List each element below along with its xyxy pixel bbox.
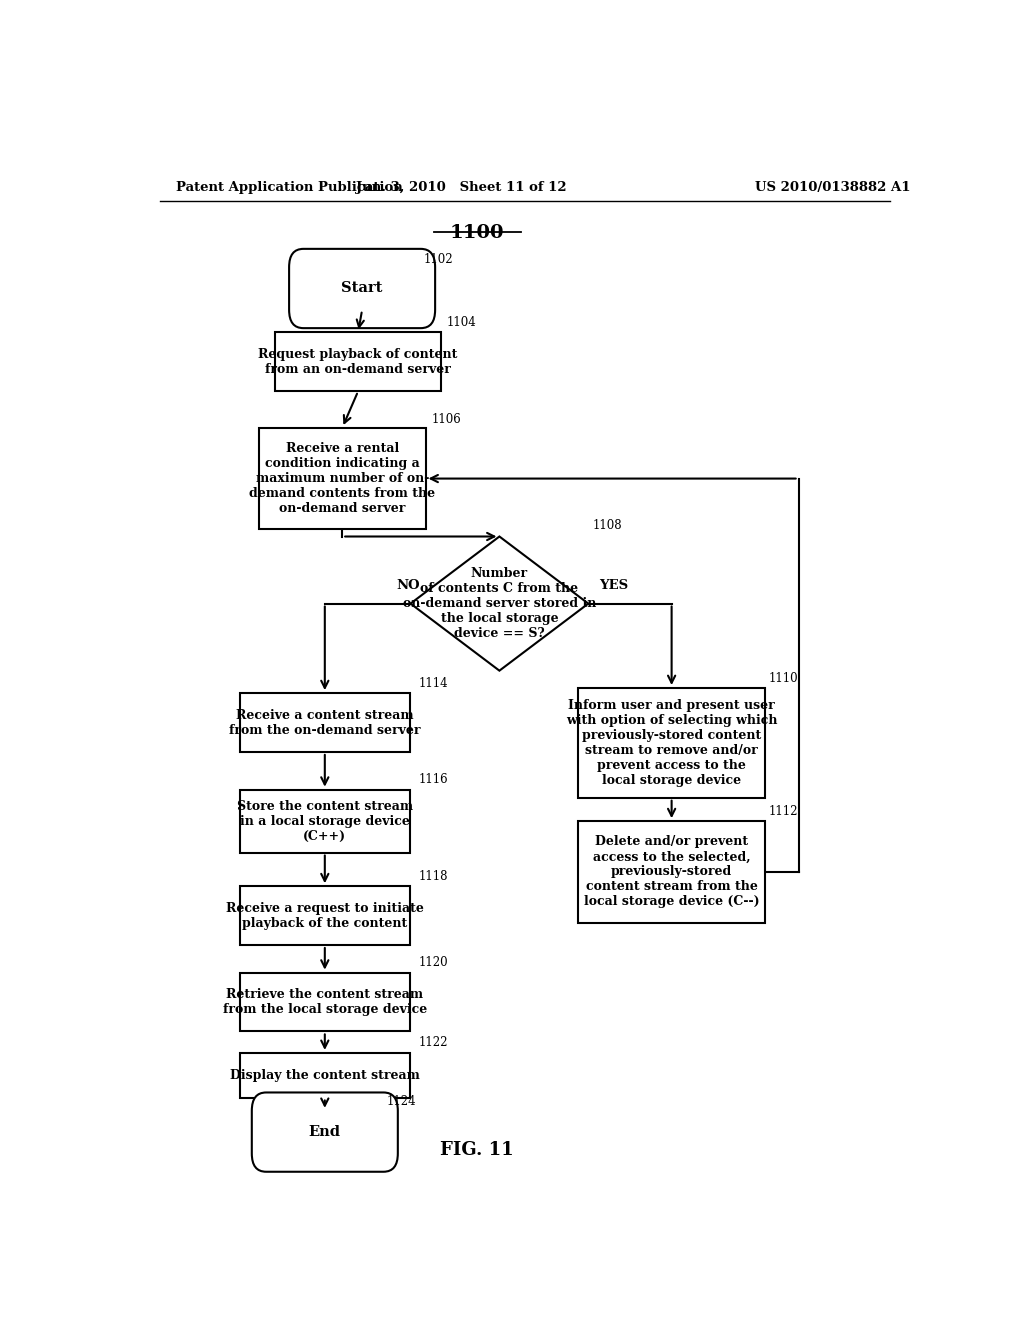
- Text: 1100: 1100: [450, 224, 505, 243]
- Text: 1108: 1108: [593, 520, 623, 532]
- Text: Number
of contents C from the
on-demand server stored in
the local storage
devic: Number of contents C from the on-demand …: [402, 568, 596, 640]
- Text: Receive a content stream
from the on-demand server: Receive a content stream from the on-dem…: [229, 709, 421, 737]
- Text: Inform user and present user
with option of selecting which
previously-stored co: Inform user and present user with option…: [566, 698, 777, 787]
- Bar: [240, 1053, 410, 1097]
- Text: 1124: 1124: [387, 1094, 417, 1107]
- Bar: [240, 693, 410, 752]
- Polygon shape: [411, 536, 588, 671]
- Text: 1110: 1110: [768, 672, 798, 685]
- Bar: [240, 789, 410, 853]
- Text: 1118: 1118: [419, 870, 447, 883]
- Text: Start: Start: [341, 281, 383, 296]
- Text: FIG. 11: FIG. 11: [440, 1140, 514, 1159]
- Bar: [240, 886, 410, 945]
- Text: 1114: 1114: [419, 677, 449, 690]
- FancyBboxPatch shape: [289, 249, 435, 329]
- FancyBboxPatch shape: [252, 1093, 397, 1172]
- Bar: [579, 688, 765, 797]
- Text: Receive a request to initiate
playback of the content: Receive a request to initiate playback o…: [226, 902, 424, 929]
- Text: Jun. 3, 2010   Sheet 11 of 12: Jun. 3, 2010 Sheet 11 of 12: [356, 181, 566, 194]
- Text: Store the content stream
in a local storage device
(C++): Store the content stream in a local stor…: [237, 800, 413, 842]
- Bar: [274, 333, 441, 391]
- Text: Retrieve the content stream
from the local storage device: Retrieve the content stream from the loc…: [222, 987, 427, 1016]
- Text: Request playback of content
from an on-demand server: Request playback of content from an on-d…: [258, 347, 458, 376]
- Text: US 2010/0138882 A1: US 2010/0138882 A1: [755, 181, 910, 194]
- Text: 1102: 1102: [424, 253, 454, 267]
- Text: End: End: [309, 1125, 341, 1139]
- Text: Patent Application Publication: Patent Application Publication: [176, 181, 402, 194]
- Text: 1104: 1104: [447, 317, 477, 329]
- Text: NO: NO: [396, 579, 420, 593]
- Text: 1116: 1116: [419, 772, 449, 785]
- Text: Delete and/or prevent
access to the selected,
previously-stored
content stream f: Delete and/or prevent access to the sele…: [584, 836, 760, 908]
- Text: Receive a rental
condition indicating a
maximum number of on-
demand contents fr: Receive a rental condition indicating a …: [249, 442, 435, 515]
- Text: Display the content stream: Display the content stream: [229, 1069, 420, 1081]
- Bar: [259, 428, 426, 529]
- Text: 1112: 1112: [768, 805, 798, 818]
- Bar: [579, 821, 765, 923]
- Text: 1120: 1120: [419, 957, 449, 969]
- Text: 1106: 1106: [431, 413, 461, 426]
- Bar: [240, 973, 410, 1031]
- Text: YES: YES: [599, 579, 629, 593]
- Text: 1122: 1122: [419, 1036, 447, 1049]
